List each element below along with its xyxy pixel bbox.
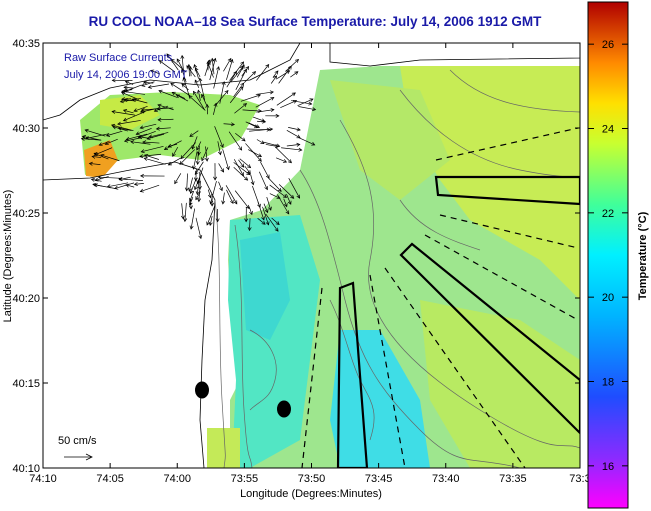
x-tick-label: 73:35: [499, 473, 527, 485]
sst-field: Raw Surface Currents July 14, 2006 19:00…: [43, 43, 580, 468]
colorbar-tick-label: 20: [602, 292, 614, 304]
x-tick-label: 73:45: [365, 473, 393, 485]
x-tick-label: 74:05: [96, 473, 124, 485]
colorbar-tick-label: 18: [602, 377, 614, 389]
x-tick-label: 73:3: [569, 473, 590, 485]
x-axis: 74:10 74:05 74:00 73:55 73:50 73:45 73:40 73:35…: [29, 43, 591, 485]
x-tick-label: 74:10: [29, 473, 57, 485]
colorbar-ticks: 26 24 22 20 18 16: [588, 39, 628, 473]
y-axis: 40:35 40:30 40:25 40:20 40:15 40:10: [12, 38, 580, 475]
bathymetry-contours: [214, 69, 580, 468]
y-tick-label: 40:15: [12, 378, 40, 390]
colorbar-label: Temperature (°C): [637, 211, 649, 300]
y-tick-label: 40:25: [12, 208, 40, 220]
x-tick-label: 74:00: [163, 473, 191, 485]
y-tick-label: 40:30: [12, 123, 40, 135]
scale-label: 50 cm/s: [58, 435, 97, 447]
colorbar-tick-label: 22: [602, 208, 614, 220]
surface-current-vectors: [80, 53, 317, 240]
x-tick-label: 73:55: [231, 473, 259, 485]
y-tick-label: 40:10: [12, 463, 40, 475]
station-marker: [277, 400, 291, 418]
x-axis-label: Longitude (Degrees:Minutes): [240, 488, 382, 500]
y-axis-label: Latitude (Degrees:Minutes): [2, 190, 14, 323]
scale-arrow: [64, 453, 93, 461]
y-tick-label: 40:20: [12, 293, 40, 305]
station-marker: [195, 381, 209, 399]
overlay-line-1: Raw Surface Currents: [64, 52, 173, 64]
colorbar: [587, 1, 629, 509]
colorbar-tick-label: 26: [602, 39, 614, 51]
transect-lines: [301, 127, 580, 468]
colorbar-tick-label: 24: [602, 124, 614, 136]
overlay-line-2: July 14, 2006 19:00 GMT: [64, 69, 188, 81]
x-tick-label: 73:40: [432, 473, 460, 485]
x-tick-label: 73:50: [298, 473, 326, 485]
map-title: RU COOL NOAA–18 Sea Surface Temperature:…: [88, 14, 542, 29]
colorbar-tick-label: 16: [602, 461, 614, 473]
y-tick-label: 40:35: [12, 38, 40, 50]
